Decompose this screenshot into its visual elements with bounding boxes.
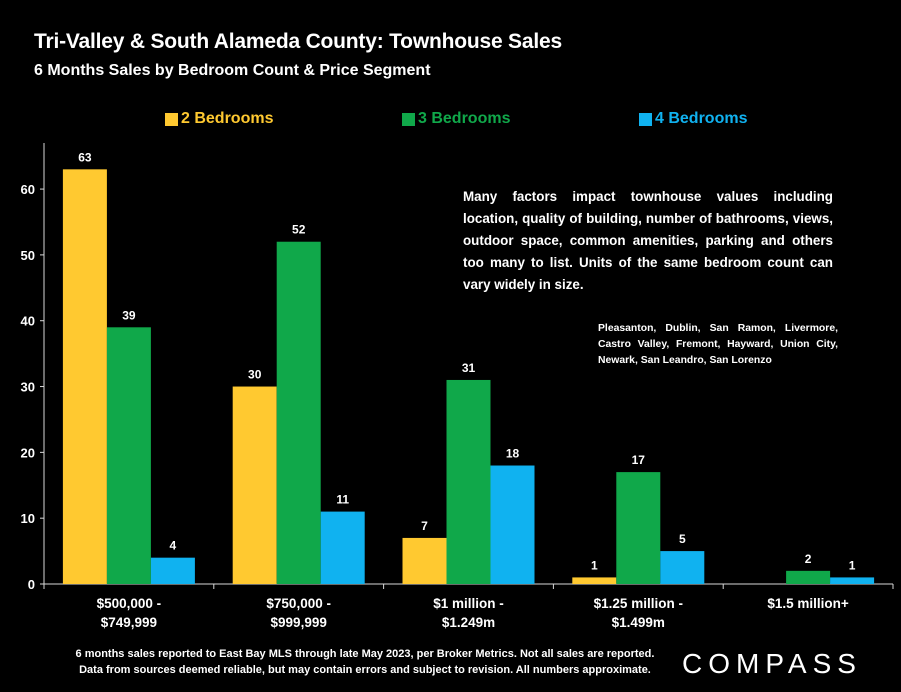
compass-logo: COMPASS (682, 648, 862, 679)
data-label: 30 (248, 368, 262, 382)
x-tick-label: $1.25 million - (594, 596, 683, 611)
y-tick-label: 50 (21, 248, 35, 263)
data-label: 11 (336, 493, 349, 507)
data-label: 31 (462, 361, 476, 375)
chart-subtitle: 6 Months Sales by Bedroom Count & Price … (34, 62, 431, 79)
bar-4-bedrooms-2 (490, 465, 535, 584)
x-tick-label: $1.5 million+ (767, 596, 849, 611)
legend-item-2-bedrooms: 2 Bedrooms (165, 110, 273, 128)
x-tick-label: $999,999 (271, 615, 327, 630)
data-label: 39 (122, 308, 136, 322)
bar-3-bedrooms-4 (786, 570, 831, 584)
data-label: 52 (292, 223, 306, 237)
y-tick-label: 40 (21, 314, 35, 329)
data-label: 1 (849, 558, 856, 572)
data-label: 5 (679, 532, 686, 546)
x-tick-label: $1.249m (442, 615, 495, 630)
x-tick-label: $750,000 - (266, 596, 331, 611)
y-tick-label: 20 (21, 445, 35, 460)
footnote-line-1: 6 months sales reported to East Bay MLS … (75, 648, 655, 660)
x-tick-label: $1 million - (433, 596, 504, 611)
bar-3-bedrooms-3 (616, 472, 661, 584)
annotation-note: Many factors impact townhouse values inc… (463, 189, 833, 292)
bar-3-bedrooms-1 (276, 241, 321, 585)
footnote-line-2: Data from sources deemed reliable, but m… (79, 664, 651, 676)
data-label: 4 (170, 539, 177, 553)
legend-label-3-bedrooms: 3 Bedrooms (418, 110, 511, 127)
bar-4-bedrooms-1 (320, 511, 365, 584)
annotation-cities: Pleasanton, Dublin, San Ramon, Livermore… (598, 323, 838, 366)
data-label: 7 (421, 519, 428, 533)
bar-2-bedrooms-2 (402, 537, 447, 584)
bar-4-bedrooms-0 (150, 557, 195, 584)
legend-swatch-2-bedrooms (165, 112, 178, 126)
x-tick-label: $500,000 - (97, 596, 162, 611)
footnote: 6 months sales reported to East Bay MLS … (60, 646, 670, 678)
bar-2-bedrooms-1 (232, 386, 277, 584)
legend-item-3-bedrooms: 3 Bedrooms (402, 110, 510, 128)
bar-4-bedrooms-3 (660, 551, 705, 584)
legend-label-2-bedrooms: 2 Bedrooms (181, 110, 274, 127)
y-tick-label: 10 (21, 511, 35, 526)
bar-4-bedrooms-4 (830, 577, 875, 584)
legend-swatch-4-bedrooms (639, 112, 652, 126)
legend-item-4-bedrooms: 4 Bedrooms (639, 110, 747, 128)
x-tick-label: $749,999 (101, 615, 157, 630)
data-label: 2 (805, 552, 812, 566)
bar-3-bedrooms-2 (446, 379, 491, 584)
legend-swatch-3-bedrooms (402, 112, 415, 126)
x-tick-label: $1.499m (612, 615, 665, 630)
chart-title: Tri-Valley & South Alameda County: Townh… (34, 30, 562, 53)
bar-3-bedrooms-0 (106, 327, 151, 584)
bar-2-bedrooms-3 (572, 577, 617, 584)
bar-2-bedrooms-0 (62, 169, 107, 584)
y-tick-label: 30 (21, 380, 35, 395)
y-tick-label: 0 (28, 577, 35, 592)
data-label: 63 (78, 150, 92, 164)
y-tick-label: 60 (21, 182, 35, 197)
legend-label-4-bedrooms: 4 Bedrooms (655, 110, 748, 127)
data-label: 18 (506, 447, 520, 461)
data-label: 17 (632, 453, 646, 467)
data-label: 1 (591, 558, 598, 572)
